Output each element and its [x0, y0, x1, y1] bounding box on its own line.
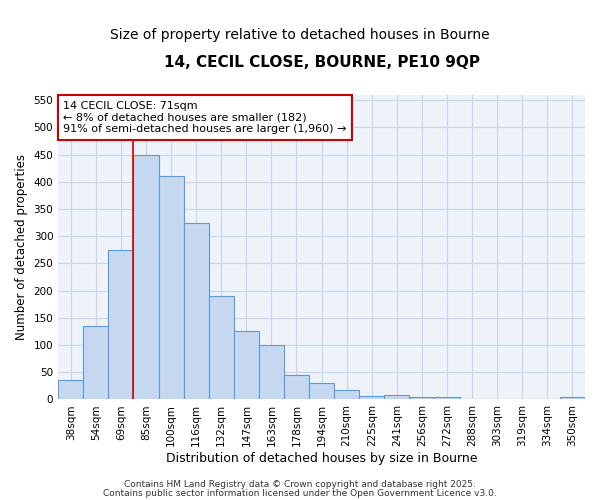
Y-axis label: Number of detached properties: Number of detached properties — [15, 154, 28, 340]
Bar — [133, 154, 158, 400]
Text: Size of property relative to detached houses in Bourne: Size of property relative to detached ho… — [110, 28, 490, 42]
Bar — [359, 396, 385, 400]
Title: 14, CECIL CLOSE, BOURNE, PE10 9QP: 14, CECIL CLOSE, BOURNE, PE10 9QP — [164, 55, 479, 70]
Bar — [209, 296, 234, 400]
Bar — [334, 390, 359, 400]
Bar — [385, 395, 409, 400]
Bar — [83, 326, 109, 400]
Bar — [234, 332, 259, 400]
Bar — [158, 176, 184, 400]
Bar — [58, 380, 83, 400]
Text: Contains HM Land Registry data © Crown copyright and database right 2025.: Contains HM Land Registry data © Crown c… — [124, 480, 476, 489]
Bar — [309, 383, 334, 400]
Bar — [409, 398, 434, 400]
X-axis label: Distribution of detached houses by size in Bourne: Distribution of detached houses by size … — [166, 452, 478, 465]
Bar — [434, 398, 460, 400]
Bar — [184, 222, 209, 400]
Bar — [560, 396, 585, 400]
Bar — [109, 250, 133, 400]
Bar — [284, 375, 309, 400]
Text: 14 CECIL CLOSE: 71sqm
← 8% of detached houses are smaller (182)
91% of semi-deta: 14 CECIL CLOSE: 71sqm ← 8% of detached h… — [64, 101, 347, 134]
Bar — [259, 345, 284, 400]
Text: Contains public sector information licensed under the Open Government Licence v3: Contains public sector information licen… — [103, 488, 497, 498]
